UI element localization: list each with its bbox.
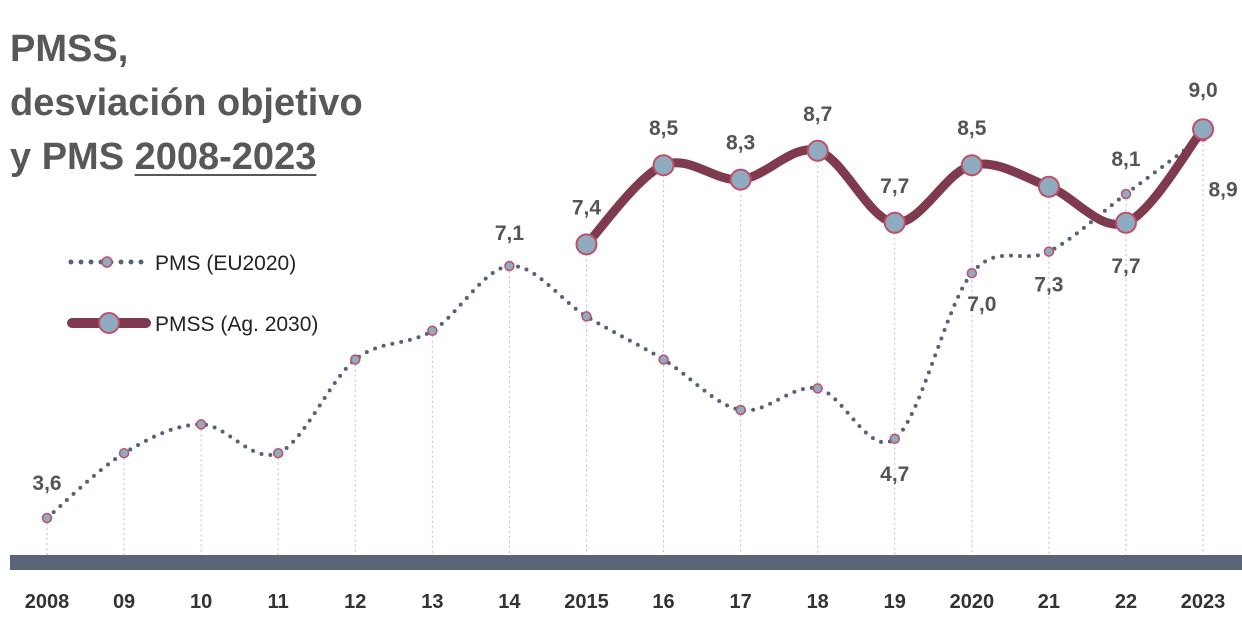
x-tick-label: 16 [652, 591, 674, 613]
title-years: 2008-2023 [134, 136, 317, 178]
pms-point [1043, 246, 1055, 257]
pmss-point [1114, 211, 1137, 234]
pmss-point [806, 139, 829, 162]
pms-data-label: 8,9 [1208, 178, 1237, 201]
title-line-2: desviación objetivo [10, 82, 363, 124]
pms-point [889, 433, 901, 445]
pmss-data-label: 8,3 [726, 132, 755, 155]
pms-line [45, 134, 1206, 520]
pms-data-label: 7,0 [967, 293, 996, 316]
pms-point [118, 447, 130, 459]
pms-point [272, 447, 284, 459]
x-tick-label: 2008 [25, 591, 70, 613]
pmss-point [883, 211, 906, 234]
pms-point [41, 512, 53, 524]
pms-data-label: 4,7 [880, 463, 909, 486]
pmss-data-label: 7,7 [880, 175, 909, 198]
legend-pmss-label: PMSS (Ag. 2030) [155, 313, 318, 336]
pms-data-label: 3,6 [32, 472, 61, 495]
legend-pmss: PMSS (Ag. 2030) [67, 312, 318, 336]
pmss-data-label: 7,4 [572, 196, 602, 219]
pmss-point [1192, 118, 1215, 141]
x-tick-label: 14 [498, 591, 521, 613]
pms-point [812, 383, 823, 394]
pms-point [1120, 188, 1132, 200]
legend-pms: PMS (EU2020) [68, 252, 296, 275]
x-tick-label: 13 [421, 591, 443, 613]
pms-point [504, 260, 515, 272]
pms-point [581, 311, 592, 322]
legend-pms-label: PMS (EU2020) [155, 252, 296, 275]
x-tick-label: 2015 [564, 591, 609, 613]
x-tick-label: 19 [884, 591, 906, 613]
pmss-data-label: 8,5 [957, 117, 987, 140]
legend: PMS (EU2020) PMSS (Ag. 2030) [67, 252, 318, 336]
x-tick-label: 21 [1038, 591, 1060, 613]
pmss-point [652, 154, 675, 177]
x-tick-label: 22 [1115, 591, 1137, 613]
pmss-point [575, 233, 598, 256]
x-tick-label: 11 [268, 591, 289, 613]
x-tick-label: 09 [113, 591, 135, 613]
x-axis-bar [10, 555, 1242, 570]
pms-data-label: 7,1 [495, 222, 525, 245]
title-line-3: y PMS 2008-2023 [10, 130, 363, 184]
pmss-point [729, 168, 752, 191]
pms-point [966, 267, 978, 279]
pmss-data-label: 7,7 [1111, 255, 1140, 278]
x-tick-label: 18 [807, 591, 829, 613]
pms-point [427, 325, 438, 337]
x-tick-label: 12 [344, 591, 366, 613]
pms-point [735, 404, 746, 416]
pms-point [195, 419, 207, 430]
legend-pmss-marker [98, 312, 120, 334]
pms-point [350, 354, 361, 365]
pmss-data-label: 8,5 [649, 117, 679, 140]
pms-data-label: 7,3 [1034, 274, 1063, 297]
x-tick-label: 10 [190, 591, 212, 613]
title-line-1: PMSS, [10, 28, 129, 70]
title-line-3-text: y PMS [10, 136, 125, 178]
x-tick-label: 2023 [1181, 591, 1226, 613]
legend-pms-marker [101, 256, 113, 268]
pms-data-label: 8,1 [1111, 148, 1141, 171]
pmss-data-label: 8,7 [803, 103, 832, 126]
chart-title: PMSS, desviación objetivo y PMS 2008-202… [10, 22, 363, 184]
pmss-point [960, 154, 983, 177]
x-tick-label: 2020 [950, 591, 995, 613]
x-tick-label: 17 [730, 591, 752, 613]
pmss-data-label: 9,0 [1188, 79, 1217, 102]
pms-point [658, 354, 669, 365]
pmss-point [1037, 175, 1060, 198]
